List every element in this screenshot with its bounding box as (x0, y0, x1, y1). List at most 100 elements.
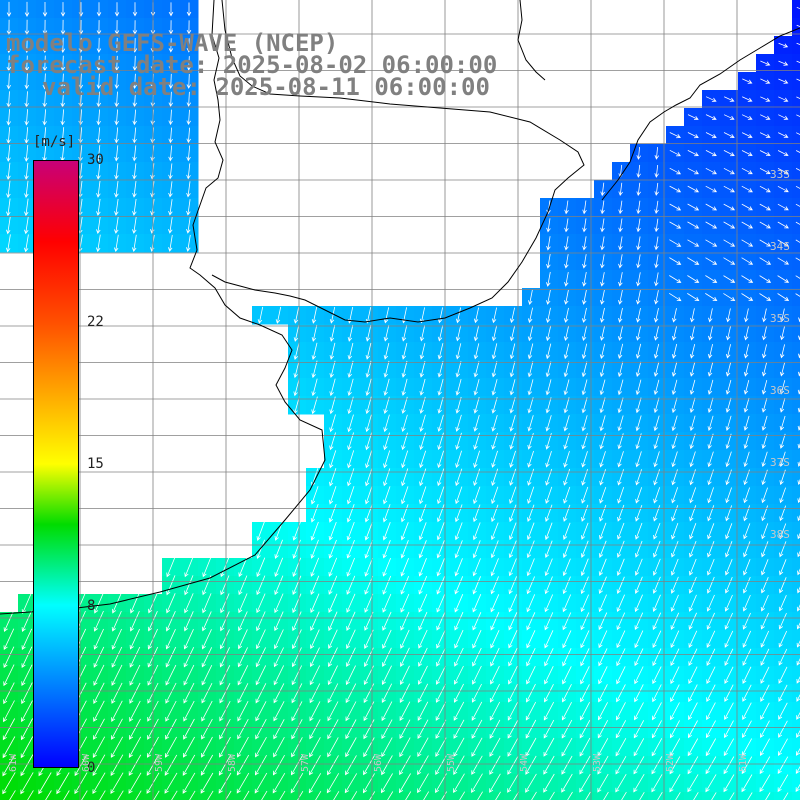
wind-arrow (401, 468, 409, 487)
wind-arrow (669, 185, 682, 193)
wind-arrow (472, 665, 482, 685)
wind-arrow (6, 162, 11, 181)
wind-arrow (761, 505, 769, 522)
wind-arrow (220, 593, 230, 614)
wind-arrow (779, 362, 786, 377)
wind-arrow (778, 684, 788, 702)
wind-arrow (328, 611, 338, 632)
wind-arrow (418, 647, 428, 667)
wind-speed-cell (792, 576, 800, 595)
wind-arrow (760, 684, 770, 702)
wind-arrow (96, 198, 101, 216)
wind-arrow (346, 539, 355, 559)
wind-arrow (670, 720, 680, 739)
wind-arrow (564, 272, 569, 287)
wind-arrow (581, 504, 589, 522)
wind-speed-cell (774, 792, 793, 800)
wind-arrow (564, 289, 569, 305)
wind-arrow (654, 272, 659, 287)
wind-arrow (400, 575, 410, 595)
wind-arrow (473, 468, 481, 486)
wind-arrow (634, 558, 643, 576)
wind-arrow (580, 558, 589, 577)
wind-arrow (562, 594, 572, 613)
wind-arrow (687, 774, 699, 793)
wind-arrow (671, 397, 678, 414)
wind-arrow (621, 791, 627, 800)
wind-arrow (797, 496, 800, 504)
wind-arrow (526, 576, 535, 595)
wind-speed-cell (792, 270, 800, 289)
wind-arrow (346, 521, 355, 541)
wind-arrow (778, 648, 788, 666)
wind-arrow (779, 523, 787, 540)
wind-arrow (652, 558, 661, 576)
wind-arrow (797, 460, 800, 467)
wind-arrow (580, 540, 589, 558)
wind-arrow (201, 629, 212, 650)
wind-arrow (765, 792, 771, 800)
wind-speed-cell (792, 36, 800, 55)
wind-arrow (383, 396, 390, 415)
wind-arrow (617, 504, 625, 522)
wind-arrow (472, 629, 482, 649)
wind-arrow (617, 361, 624, 378)
wind-arrow (545, 450, 552, 468)
wind-arrow (567, 791, 573, 800)
wind-arrow (705, 96, 717, 102)
wind-speed-cell (108, 792, 127, 800)
wind-arrow (669, 257, 682, 265)
wind-arrow (328, 521, 337, 541)
wind-arrow (580, 648, 590, 667)
wind-arrow (114, 127, 119, 144)
wind-arrow (796, 24, 800, 28)
wind-arrow (364, 504, 373, 523)
wind-arrow (563, 522, 571, 540)
wind-arrow (189, 790, 196, 800)
wind-arrow (689, 397, 696, 414)
wind-arrow (582, 272, 587, 287)
wind-arrow (471, 719, 483, 739)
wind-arrow (237, 683, 249, 704)
wind-arrow (186, 109, 191, 126)
wind-arrow (419, 468, 427, 487)
wind-arrow (741, 239, 754, 247)
wind-arrow (742, 720, 752, 739)
wind-arrow (419, 361, 426, 378)
wind-arrow (563, 450, 570, 468)
wind-arrow (508, 648, 518, 667)
wind-arrow (256, 593, 266, 614)
wind-arrow (419, 414, 426, 433)
wind-arrow (96, 145, 101, 162)
wind-arrow (400, 629, 410, 649)
wind-arrow (581, 307, 587, 323)
wind-arrow (56, 772, 70, 795)
wind-arrow (20, 754, 34, 777)
wind-arrow (762, 308, 767, 323)
wind-arrow (616, 594, 625, 613)
wind-arrow (454, 647, 464, 667)
wind-arrow (563, 379, 570, 396)
wind-arrow (418, 593, 428, 613)
wind-arrow (455, 361, 462, 378)
wind-arrow (653, 451, 660, 468)
wind-arrow (725, 379, 732, 395)
wind-arrow (599, 379, 606, 396)
wind-arrow (634, 684, 644, 703)
wind-arrow (743, 397, 750, 413)
wind-arrow (543, 773, 555, 793)
wind-arrow (419, 450, 427, 469)
wind-arrow (351, 791, 358, 800)
wind-arrow (580, 666, 590, 685)
wind-arrow (42, 127, 47, 144)
wind-arrow (636, 218, 641, 233)
wind-arrow (419, 486, 427, 505)
wind-arrow (761, 523, 769, 540)
wind-arrow (418, 611, 428, 631)
wind-arrow (273, 665, 285, 686)
wind-arrow (671, 343, 678, 359)
wind-arrow (707, 415, 714, 431)
wind-arrow (634, 702, 644, 721)
wind-arrow (669, 167, 682, 175)
wind-arrow (635, 361, 642, 378)
